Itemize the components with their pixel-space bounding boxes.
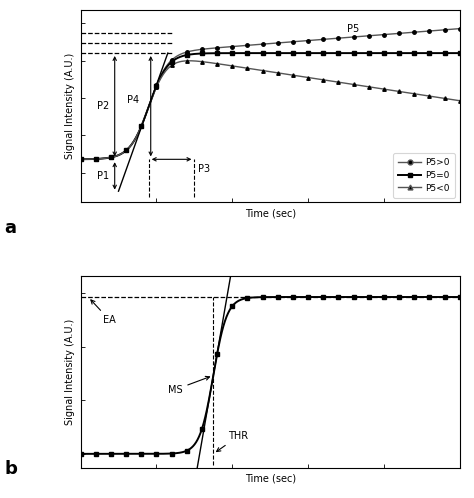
Text: P4: P4 — [127, 95, 139, 105]
Text: P3: P3 — [198, 164, 210, 174]
X-axis label: Time (sec): Time (sec) — [245, 208, 296, 218]
Text: b: b — [5, 460, 18, 478]
Text: P1: P1 — [97, 171, 109, 181]
Text: THR: THR — [217, 431, 248, 452]
Text: a: a — [5, 219, 17, 237]
Text: EA: EA — [91, 300, 116, 325]
X-axis label: Time (sec): Time (sec) — [245, 474, 296, 484]
Text: MS: MS — [168, 376, 210, 395]
Legend: P5>0, P5=0, P5<0: P5>0, P5=0, P5<0 — [393, 153, 455, 198]
Y-axis label: Signal Intensity (A.U.): Signal Intensity (A.U.) — [65, 53, 75, 159]
Y-axis label: Signal Intensity (A.U.): Signal Intensity (A.U.) — [65, 319, 75, 425]
Text: P2: P2 — [97, 101, 109, 111]
Text: P5: P5 — [347, 24, 360, 34]
